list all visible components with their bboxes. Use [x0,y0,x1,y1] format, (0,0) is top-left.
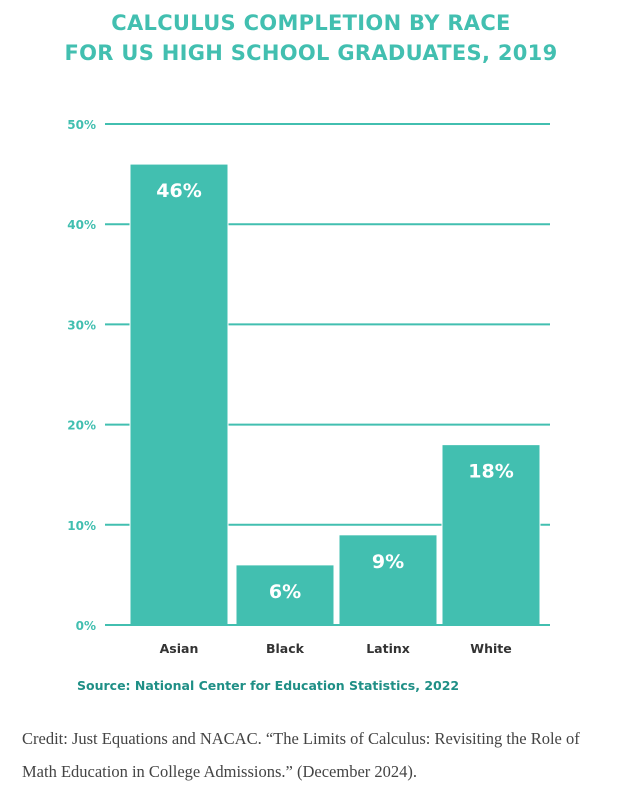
bar-data-label: 9% [372,551,404,573]
y-tick-label: 0% [76,619,96,633]
y-tick-label: 10% [67,519,96,533]
bar [129,163,229,626]
x-tick-label: White [470,641,511,656]
bar-data-label: 18% [468,461,513,483]
bar [338,534,438,626]
credit-text: Credit: Just Equations and NACAC. “The L… [22,729,580,781]
chart-title-line-1: CALCULUS COMPLETION BY RACE [111,11,511,35]
source-note: Source: National Center for Education St… [77,678,460,693]
bar-chart: 0% 10% 20% 30% 40% 50% 46% Asian 6% Black 9% Latinx… [67,118,550,656]
y-tick-label: 20% [67,419,96,433]
bar-data-label: 6% [269,581,301,603]
bar-data-label: 46% [156,180,201,202]
chart-title-line-2: FOR US HIGH SCHOOL GRADUATES, 2019 [64,41,558,65]
y-tick-label: 30% [67,318,96,332]
bar [441,444,541,626]
y-tick-label: 50% [67,118,96,132]
x-tick-label: Black [266,641,305,656]
x-tick-label: Latinx [366,641,410,656]
bar [235,564,335,626]
y-tick-label: 40% [67,218,96,232]
x-tick-label: Asian [160,641,199,656]
